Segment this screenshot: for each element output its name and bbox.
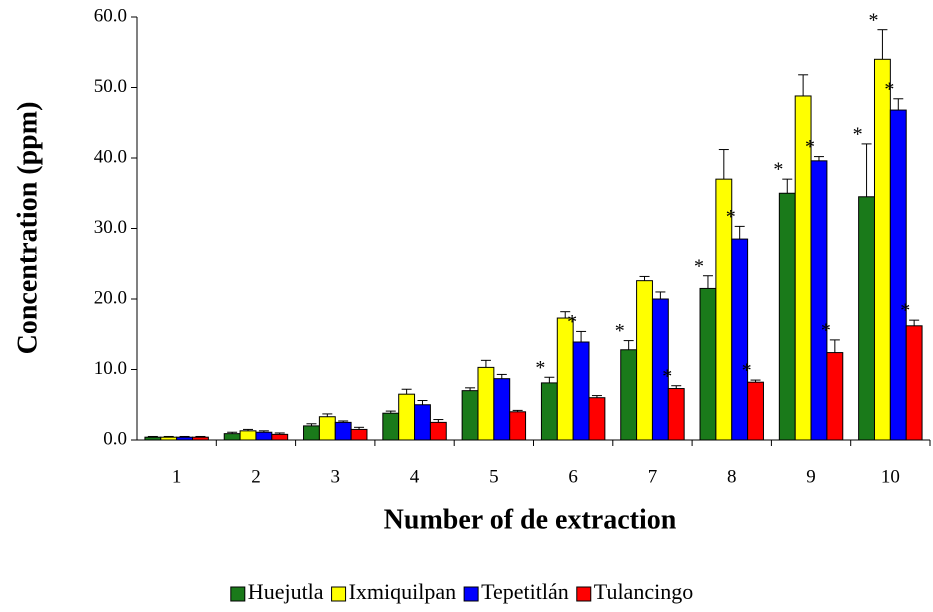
x-tick-label: 9 (806, 466, 816, 487)
x-tick-label: 4 (410, 466, 420, 487)
bar (414, 404, 431, 441)
bar (334, 421, 352, 441)
bar (556, 317, 574, 441)
bar (255, 431, 273, 441)
bar (747, 381, 764, 441)
annotation: * (853, 123, 863, 145)
annotation: * (535, 357, 545, 379)
bar (493, 378, 511, 441)
bar (873, 58, 891, 441)
y-tick-label: 30.0 (94, 217, 127, 238)
legend-swatch (463, 586, 479, 602)
annotation: * (900, 300, 910, 322)
legend-item: Tulancingo (576, 579, 693, 604)
bar (572, 341, 590, 441)
legend-label: Ixmiquilpan (349, 579, 457, 604)
x-tick-label: 8 (727, 466, 737, 487)
annotation: * (773, 159, 783, 181)
bar (620, 349, 638, 441)
bar (636, 280, 653, 441)
bar (477, 366, 495, 441)
bar (889, 109, 907, 441)
legend-swatch (331, 586, 347, 602)
annotation: * (615, 320, 625, 342)
legend-item: Ixmiquilpan (331, 579, 457, 604)
bar (461, 390, 479, 441)
y-tick-label: 40.0 (94, 146, 127, 167)
annotation: * (662, 365, 672, 387)
x-tick-label: 3 (331, 466, 341, 487)
annotation: * (821, 319, 831, 341)
legend-label: Huejutla (248, 579, 324, 604)
bar (398, 393, 416, 441)
bar (826, 352, 844, 441)
bar (905, 325, 923, 441)
x-axis-title: Number of de extraction (384, 504, 677, 535)
annotation: * (884, 78, 894, 100)
y-tick-label: 20.0 (94, 287, 127, 308)
y-tick-label: 50.0 (94, 76, 127, 97)
x-tick-label: 2 (251, 466, 261, 487)
x-tick-label: 7 (648, 466, 658, 487)
y-tick-label: 10.0 (94, 358, 127, 379)
bar (318, 416, 336, 441)
x-tick-label: 6 (568, 466, 578, 487)
bar (223, 433, 241, 441)
bar (858, 196, 875, 441)
annotation: * (694, 255, 704, 277)
bar (382, 412, 400, 441)
bar (429, 421, 447, 441)
bar (509, 411, 527, 441)
bar (350, 428, 368, 441)
annotation: * (567, 311, 577, 333)
annotation: * (805, 136, 815, 158)
bar (810, 160, 828, 441)
y-tick-label: 60.0 (94, 5, 127, 26)
bar (731, 238, 749, 441)
legend-swatch (230, 586, 246, 602)
x-tick-label: 10 (881, 466, 900, 487)
x-tick-label: 1 (172, 466, 182, 487)
legend-swatch (576, 586, 592, 602)
legend-label: Tulancingo (594, 579, 693, 604)
bar (271, 433, 289, 441)
bar (667, 388, 685, 441)
annotation: * (742, 360, 752, 382)
bar (239, 430, 257, 441)
bar (778, 192, 796, 441)
legend-item: Huejutla (230, 579, 324, 604)
x-tick-label: 5 (489, 466, 499, 487)
bar (699, 287, 717, 441)
annotation: * (868, 9, 878, 31)
y-axis-title: Concentration (ppm) (12, 102, 43, 355)
y-tick-label: 0.0 (103, 428, 127, 449)
bar (540, 382, 558, 441)
legend-item: Tepetitlán (463, 579, 569, 604)
bar (303, 425, 320, 441)
bar (588, 397, 606, 441)
legend-label: Tepetitlán (481, 579, 569, 604)
legend: Huejutla Ixmiquilpan Tepetitlán Tulancingo (230, 579, 693, 604)
annotation: * (726, 206, 736, 228)
